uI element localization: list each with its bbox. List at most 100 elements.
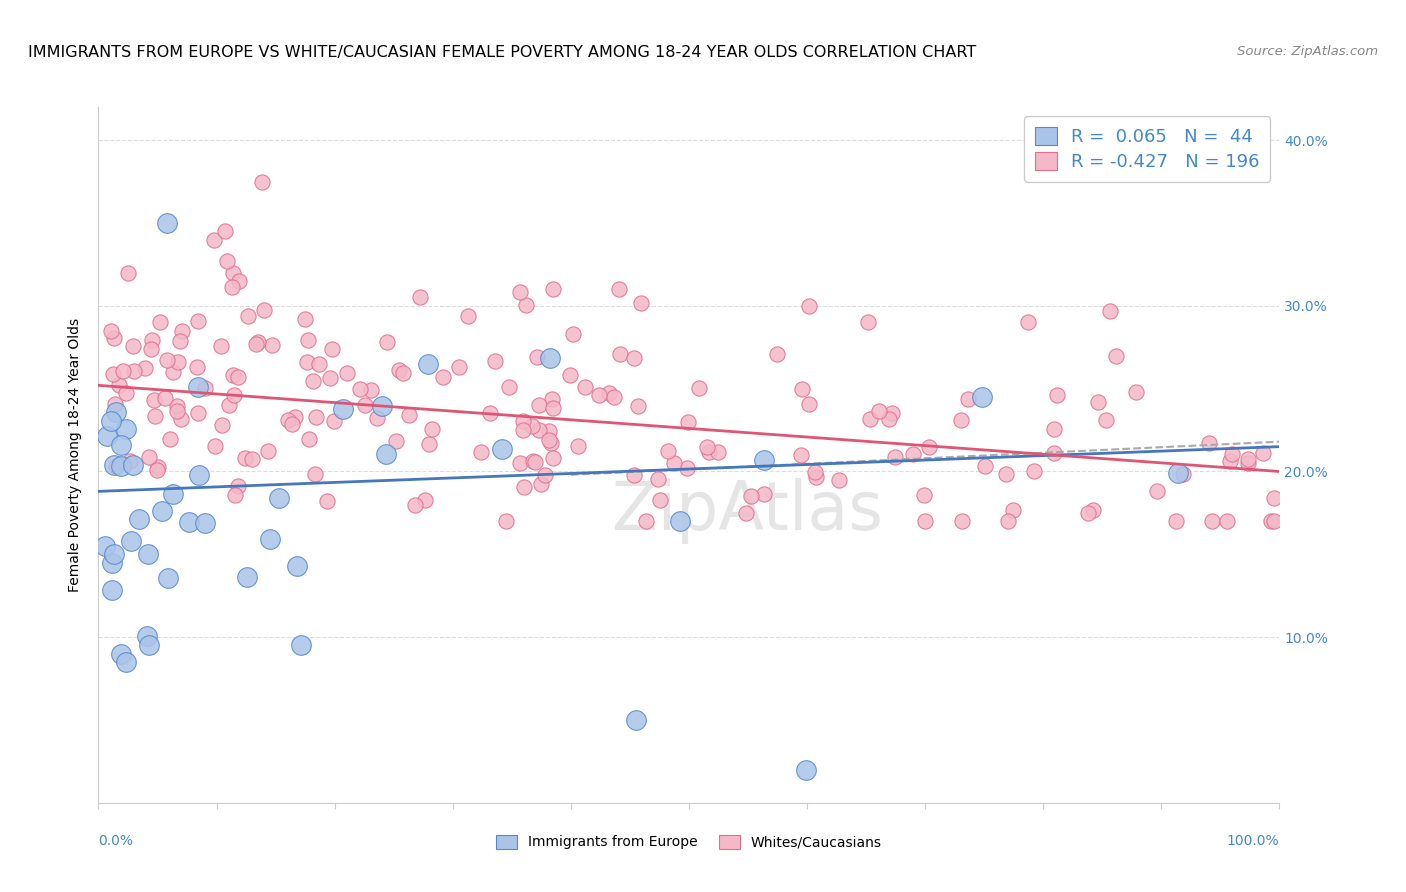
Point [284,409,307,424]
Point [122,339,145,353]
Point [484,353,506,368]
Point [1043,445,1066,459]
Point [697,445,720,459]
Point [647,471,669,485]
Point [321,343,343,357]
Point [187,313,209,327]
Point [166,399,188,413]
Point [218,398,240,412]
Point [297,333,319,347]
Point [522,453,544,467]
Point [370,399,392,413]
Point [603,390,626,404]
Point [120,533,142,548]
Point [491,442,513,457]
Point [360,383,382,397]
Point [1095,412,1118,426]
Point [623,351,645,366]
Point [110,438,132,452]
Point [141,333,163,347]
Point [103,458,125,472]
Point [204,439,226,453]
Point [804,470,827,484]
Point [1105,349,1128,363]
Point [392,366,415,380]
Point [538,351,561,365]
Point [533,468,555,483]
Point [754,452,776,467]
Point [236,309,259,323]
Point [636,514,658,528]
Point [111,363,134,377]
Point [1001,502,1024,516]
Point [104,459,127,474]
Point [222,266,245,280]
Point [159,432,181,446]
Point [790,382,813,396]
Point [103,331,125,345]
Point [246,334,269,349]
Point [662,456,685,470]
Point [187,406,209,420]
Point [914,488,936,502]
Point [202,233,225,247]
Point [101,582,124,597]
Point [794,763,817,777]
Point [804,466,827,480]
Point [304,467,326,482]
Point [1017,315,1039,329]
Point [828,473,851,487]
Point [630,296,652,310]
Point [108,378,131,392]
Point [153,391,176,405]
Point [245,337,267,351]
Point [1201,514,1223,528]
Point [186,359,208,374]
Point [1125,385,1147,400]
Point [1236,456,1258,470]
Text: ZipAtlas: ZipAtlas [613,477,883,543]
Point [1024,464,1046,478]
Point [696,440,718,454]
Point [1099,304,1122,318]
Point [405,498,427,512]
Point [374,446,396,460]
Point [115,655,138,669]
Point [418,357,440,371]
Point [877,411,900,425]
Point [215,254,238,268]
Point [366,411,388,425]
Point [657,444,679,458]
Point [624,713,647,727]
Point [530,476,553,491]
Point [882,406,904,420]
Text: 0.0%: 0.0% [98,834,134,848]
Point [117,266,139,280]
Point [277,413,299,427]
Point [1146,484,1168,499]
Point [1219,454,1241,468]
Point [240,452,263,467]
Point [228,369,250,384]
Point [233,451,256,466]
Point [607,282,630,296]
Point [669,514,692,528]
Point [740,490,762,504]
Point [797,397,820,411]
Point [103,547,125,561]
Point [104,397,127,411]
Point [256,444,278,458]
Point [385,434,408,448]
Point [1198,436,1220,450]
Point [509,456,531,470]
Point [162,365,184,379]
Point [211,418,233,433]
Point [856,316,879,330]
Point [194,381,217,395]
Point [177,516,200,530]
Point [901,447,924,461]
Point [375,334,398,349]
Point [997,514,1019,528]
Point [495,514,517,528]
Y-axis label: Female Poverty Among 18-24 Year Olds: Female Poverty Among 18-24 Year Olds [69,318,83,592]
